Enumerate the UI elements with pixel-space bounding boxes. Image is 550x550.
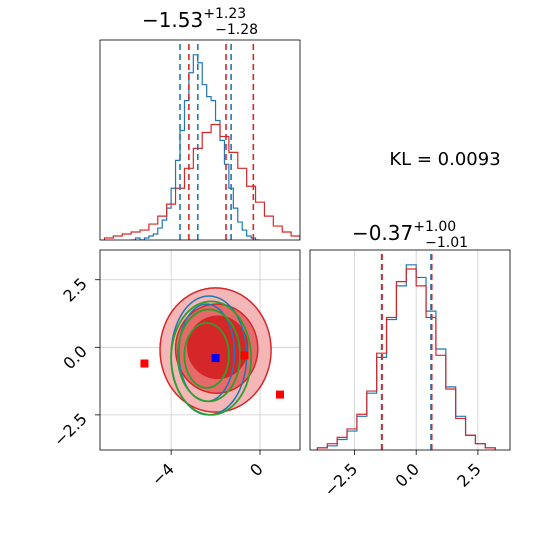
kl-divergence-label: KL = 0.0093 [389,149,500,170]
panel-title-param1: −1.53+1.23 −1.28 [142,6,258,38]
green-contour [170,300,253,416]
panel-title-param2: −0.37+1.00 −1.01 [352,219,468,251]
marker-marker_blue [211,354,220,363]
marker-marker_red [140,359,149,368]
y-tick-label: 2.5 [59,274,90,305]
histogram-step-red [316,268,496,450]
x-tick-label: −2.5 [320,459,361,500]
y-tick-label: 0.0 [59,342,90,373]
histogram-step-blue [316,264,496,450]
axes-frame [99,39,301,241]
marginal-histogram-param2: −2.5 0.0 2.5 [309,249,511,500]
marginal-histogram-param1 [99,39,301,241]
red-density-contour [187,315,249,380]
x-tick-label: −4 [148,459,178,489]
histogram-step-red [103,123,300,240]
marker-marker_red [240,351,249,360]
axes-frame [99,249,301,451]
axes-frame [309,249,511,451]
x-tick-label: 0 [246,459,267,480]
green-contour [183,322,230,389]
y-tick-label: −2.5 [50,409,91,450]
histogram-step-blue [131,54,260,240]
joint-contour-plot: −4 0 2.5 0.0 −2.5 [50,249,301,490]
x-tick-label: 2.5 [453,459,484,490]
green-contour [176,308,241,403]
x-tick-label: 0.0 [392,459,423,490]
marker-marker_red [276,390,284,399]
